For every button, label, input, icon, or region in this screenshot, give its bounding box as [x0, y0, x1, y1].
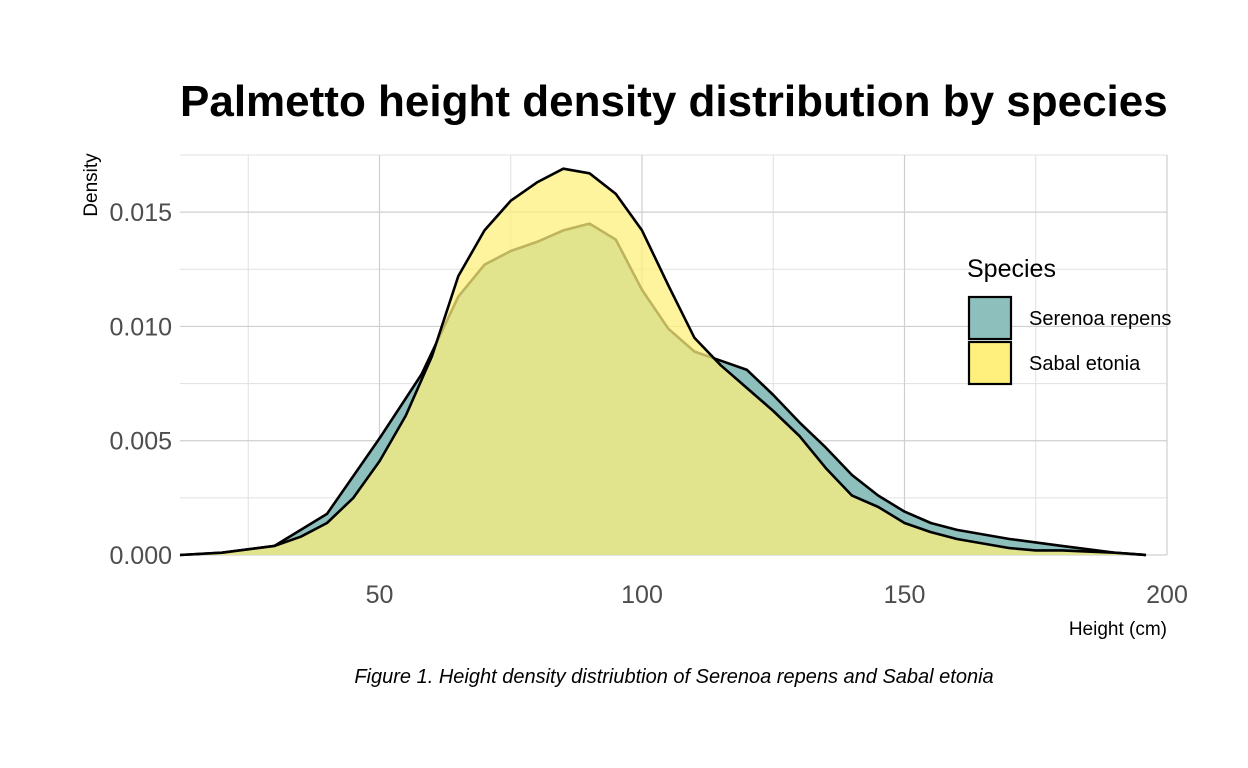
y-tick-label: 0.005 — [109, 428, 172, 456]
x-axis-title: Height (cm) — [1069, 619, 1167, 640]
density-line-sabal-etonia — [179, 167, 1147, 557]
density-area-sabal-etonia — [180, 168, 1146, 555]
series-layer — [179, 167, 1147, 557]
legend-swatch — [967, 340, 1013, 386]
legend-label: Sabal etonia — [1029, 353, 1141, 375]
y-axis-title: Density — [81, 153, 102, 217]
y-tick-label: 0.010 — [109, 313, 172, 341]
x-tick-label: 200 — [1146, 581, 1188, 609]
legend: Species Serenoa repens Sabal etonia — [967, 255, 1171, 386]
y-tick-label: 0.000 — [109, 542, 172, 570]
y-tick-label: 0.015 — [109, 199, 172, 227]
legend-swatch — [967, 295, 1013, 341]
legend-label: Serenoa repens — [1029, 308, 1171, 330]
x-tick-label: 100 — [621, 581, 663, 609]
x-tick-label: 150 — [884, 581, 926, 609]
x-axis-ticks: 50 100 150 200 — [366, 581, 1188, 609]
chart-title: Palmetto height density distribution by … — [180, 77, 1168, 126]
legend-title: Species — [967, 255, 1056, 283]
figure-caption: Figure 1. Height density distriubtion of… — [354, 666, 993, 688]
y-axis-ticks: 0.000 0.005 0.010 0.015 — [109, 199, 172, 570]
x-tick-label: 50 — [366, 581, 394, 609]
